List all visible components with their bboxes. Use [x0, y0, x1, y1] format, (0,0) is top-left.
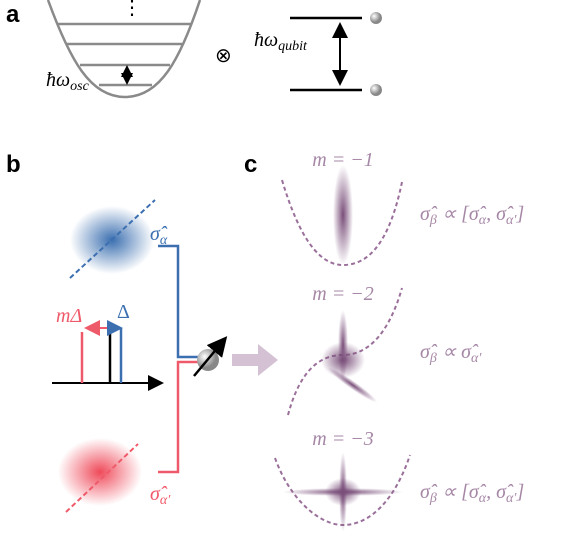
subscript: β — [429, 351, 437, 366]
label: ħω — [46, 69, 70, 91]
delta: Δ — [117, 301, 130, 323]
flow-arrow — [232, 344, 278, 376]
m-label: m = −2 — [312, 283, 373, 305]
figure: a b c ⋮ ħωosc ⊗ ħωqubit σ̂α σ̂α′ mΔ Δ — [0, 0, 582, 536]
subscript: osc — [70, 79, 89, 94]
subscript: α′ — [471, 351, 482, 366]
relation-part: ] — [515, 203, 524, 225]
relation: σ̂β ∝ σ̂α′ — [420, 341, 482, 366]
sigma-alpha-prime: σ̂α′ — [150, 483, 171, 508]
m-label: m = −1 — [312, 149, 373, 171]
spin — [370, 84, 382, 96]
tensor-symbol: ⊗ — [215, 45, 232, 67]
subscript: qubit — [278, 39, 308, 54]
state — [283, 452, 403, 532]
label: ħω — [254, 29, 278, 51]
bracket — [158, 246, 205, 357]
ellipsis: ⋮ — [122, 0, 142, 19]
panel-label: c — [244, 151, 257, 178]
qubit-label: ħωqubit — [254, 29, 308, 54]
m-delta: mΔ — [56, 305, 82, 327]
relation-part: ] — [515, 481, 524, 503]
sigma-alpha: σ̂α — [150, 223, 168, 248]
subscript: β — [429, 491, 437, 506]
state — [321, 310, 379, 405]
subscript: β — [429, 213, 437, 228]
spin — [370, 12, 382, 24]
panel-label: b — [6, 151, 21, 178]
relation: σ̂β ∝ [σ̂α, σ̂α′] — [420, 203, 524, 228]
qubit — [290, 18, 362, 90]
relation: σ̂β ∝ [σ̂α, σ̂α′] — [420, 481, 524, 506]
state — [333, 165, 353, 265]
bracket — [158, 362, 205, 472]
m-label: m = −3 — [312, 428, 373, 450]
panel-label: a — [6, 1, 20, 28]
subscript: α′ — [160, 493, 171, 508]
red-state — [58, 438, 142, 506]
